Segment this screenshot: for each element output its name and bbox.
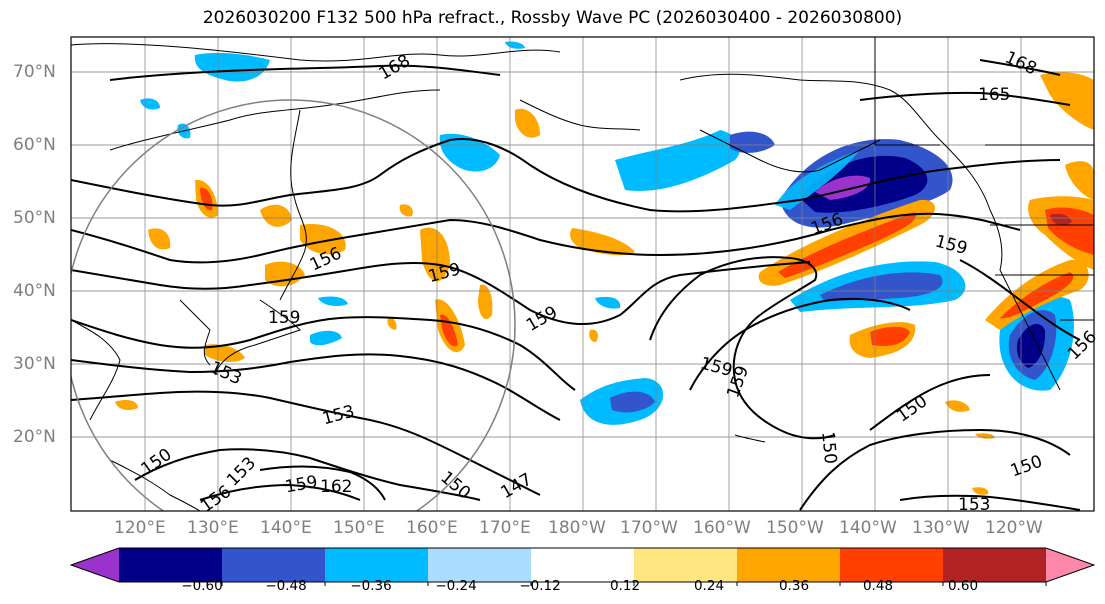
coastlines [71,37,1094,511]
colorbar [69,547,1096,586]
contour-label: 153 [958,495,990,515]
lon-label: 120°W [985,518,1043,538]
colorbar-tick-label: 0.24 [693,578,725,594]
contour-label: 150 [817,431,840,465]
contour-label: 162 [320,477,352,497]
lon-label: 160°E [406,518,458,538]
colorbar-tick-label: −0.36 [350,578,392,594]
colorbar-tick-label: −0.48 [265,578,307,594]
colorbar-tick-label: −0.60 [181,578,223,594]
lon-label: 140°W [839,518,897,538]
region-circle [71,99,516,511]
contour-label: 159 [268,308,300,328]
lon-label: 130°W [912,518,970,538]
colorbar-tick-label: 0.60 [947,578,979,594]
colorbar-extend-high [1046,548,1094,582]
map-title: 2026030200 F132 500 hPa refract., Rossby… [202,8,903,28]
lon-label: 130°E [187,518,239,538]
lon-label: 180°W [548,518,606,538]
lon-label: 160°W [693,518,751,538]
colorbar-tick-label: 0.36 [778,578,810,594]
colorbar-segment [428,548,532,582]
colorbar-tick-label: 0.12 [609,578,641,594]
colorbar-segment [325,548,429,582]
colorbar-tick-label: −0.12 [519,578,561,594]
colorbar-segment [222,548,326,582]
colorbar-segment [737,548,841,582]
contour-label: 165 [978,85,1010,105]
lon-label: 170°E [479,518,531,538]
colorbar-outline [69,547,1096,583]
lon-label: 150°E [333,518,385,538]
colorbar-segment [119,548,223,582]
colorbar-tick-label: 0.48 [862,578,894,594]
lat-label: 60°N [13,135,56,155]
lon-label: 140°E [260,518,312,538]
colorbar-segment [840,548,944,582]
colorbar-segment [634,548,738,582]
lon-label: 120°E [114,518,166,538]
lat-label: 50°N [13,208,56,228]
contour-lines [71,59,1081,511]
lat-label: 20°N [13,427,56,447]
colorbar-segment [943,548,1047,582]
lon-label: 150°W [766,518,824,538]
map-frame [70,36,1095,512]
lat-label: 30°N [13,354,56,374]
colorbar-extend-low [71,548,119,582]
lat-label: 70°N [13,62,56,82]
colorbar-segment [531,548,635,582]
lon-label: 170°W [620,518,678,538]
colorbar-tick-label: −0.24 [435,578,477,594]
lat-label: 40°N [13,281,56,301]
